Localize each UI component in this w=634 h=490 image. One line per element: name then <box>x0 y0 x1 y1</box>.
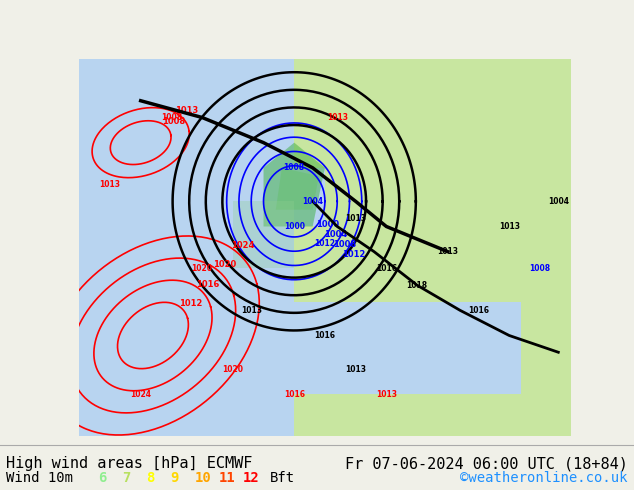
Text: 11: 11 <box>219 471 235 486</box>
Text: Fr 07-06-2024 06:00 UTC (18+84): Fr 07-06-2024 06:00 UTC (18+84) <box>345 456 628 471</box>
Text: ©weatheronline.co.uk: ©weatheronline.co.uk <box>460 471 628 486</box>
Text: 1000: 1000 <box>284 222 305 231</box>
Text: 1008: 1008 <box>529 264 550 273</box>
Text: 1012: 1012 <box>342 250 365 259</box>
Text: 7: 7 <box>122 471 131 486</box>
Text: 1013: 1013 <box>437 247 458 256</box>
Text: 1013: 1013 <box>241 306 262 315</box>
Text: 1004: 1004 <box>302 197 323 206</box>
Text: 1024: 1024 <box>130 390 151 399</box>
Text: 1013: 1013 <box>175 105 198 115</box>
Text: 1020: 1020 <box>223 365 243 373</box>
Text: High wind areas [hPa] ECMWF: High wind areas [hPa] ECMWF <box>6 456 253 471</box>
Polygon shape <box>79 59 294 436</box>
Text: 1008: 1008 <box>333 240 356 249</box>
Text: 1008: 1008 <box>161 113 182 122</box>
Text: 1016: 1016 <box>284 390 305 399</box>
Text: 1008: 1008 <box>283 163 305 172</box>
Text: 1012: 1012 <box>179 299 202 308</box>
Text: 9: 9 <box>171 471 179 486</box>
Text: 1013: 1013 <box>100 180 120 189</box>
Text: 1000: 1000 <box>316 220 339 229</box>
Text: Wind 10m: Wind 10m <box>6 471 74 486</box>
Text: 8: 8 <box>146 471 155 486</box>
Polygon shape <box>264 143 325 226</box>
Text: 1004: 1004 <box>548 197 569 206</box>
Text: 1013: 1013 <box>345 214 366 222</box>
Polygon shape <box>276 168 319 210</box>
Text: Bft: Bft <box>270 471 295 486</box>
Text: 1013: 1013 <box>376 390 397 399</box>
Text: 1013: 1013 <box>327 113 347 122</box>
Text: 1016: 1016 <box>468 306 489 315</box>
Text: 1013: 1013 <box>345 365 366 373</box>
Text: 1012: 1012 <box>314 239 335 248</box>
Text: 10: 10 <box>195 471 211 486</box>
Polygon shape <box>233 201 294 269</box>
Text: 1018: 1018 <box>406 281 427 290</box>
Text: 1024: 1024 <box>231 241 254 249</box>
Text: 1016: 1016 <box>196 280 219 289</box>
Text: 1020: 1020 <box>214 260 236 269</box>
Polygon shape <box>264 168 325 226</box>
Polygon shape <box>233 302 521 394</box>
Text: 1016: 1016 <box>314 331 335 340</box>
Text: 12: 12 <box>243 471 259 486</box>
Text: 1020: 1020 <box>191 264 212 273</box>
Text: 1013: 1013 <box>499 222 520 231</box>
Text: 1008: 1008 <box>162 117 185 126</box>
Text: 1016: 1016 <box>376 264 397 273</box>
Text: 6: 6 <box>98 471 107 486</box>
Text: 1004: 1004 <box>325 230 347 239</box>
